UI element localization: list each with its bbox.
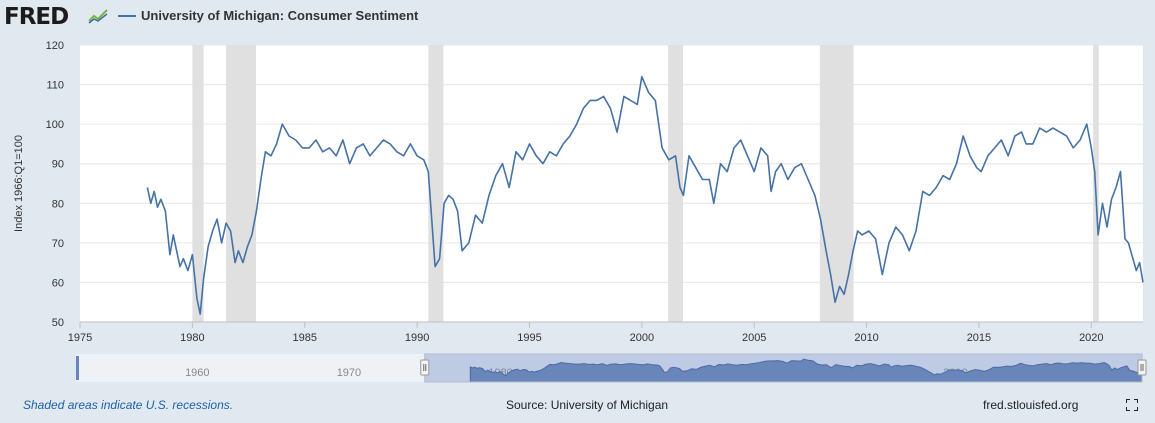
y-tick-label: 50 — [52, 317, 64, 329]
chart-footer: Shaded areas indicate U.S. recessions. S… — [0, 388, 1155, 423]
site-link[interactable]: fred.stlouisfed.org — [983, 398, 1079, 412]
navigator-label: 1960 — [185, 367, 209, 379]
x-tick-label: 2005 — [742, 332, 766, 344]
navigator-handle[interactable] — [1137, 359, 1147, 376]
y-tick-label: 110 — [46, 80, 64, 92]
x-tick-label: 1975 — [68, 332, 92, 344]
source-note: Source: University of Michigan — [506, 398, 669, 412]
recession-band — [428, 45, 444, 322]
recession-band — [192, 45, 204, 322]
x-tick-label: 2015 — [967, 332, 991, 344]
fred-chart-icon — [87, 6, 109, 24]
x-tick-label: 1995 — [517, 332, 541, 344]
y-tick-label: 60 — [52, 277, 64, 289]
recession-band — [668, 45, 683, 322]
y-tick-label: 100 — [46, 119, 64, 131]
range-navigator[interactable]: 1960197019801990200020102020 — [76, 353, 1147, 383]
chart-title[interactable]: University of Michigan: Consumer Sentime… — [141, 8, 419, 23]
x-tick-label: 2020 — [1079, 332, 1103, 344]
y-tick-label: 80 — [52, 198, 64, 210]
y-tick-label: 120 — [46, 40, 64, 52]
recession-band — [226, 45, 256, 322]
fred-logo[interactable]: FRED — [4, 4, 69, 30]
x-tick-label: 2000 — [630, 332, 654, 344]
plot-area: 50 60 70 80 90 100 110 120 1975 1980 1985 1990 1995 2… — [13, 40, 1144, 344]
navigator-label: 1970 — [337, 367, 361, 379]
x-tick-label: 1980 — [180, 332, 204, 344]
plot-background — [80, 45, 1143, 322]
y-tick-label: 90 — [52, 159, 64, 171]
y-tick-label: 70 — [52, 238, 64, 250]
x-tick-label: 1985 — [292, 332, 316, 344]
series-line[interactable] — [146, 75, 1144, 315]
recession-band — [819, 45, 854, 322]
navigator-series — [469, 358, 1143, 383]
navigator-handle[interactable] — [420, 359, 430, 376]
navigator-selection[interactable] — [424, 353, 1143, 383]
legend-series-swatch — [118, 15, 136, 17]
x-tick-label: 1990 — [405, 332, 429, 344]
recession-note: Shaded areas indicate U.S. recessions. — [23, 398, 234, 412]
x-tick-label: 2010 — [854, 332, 878, 344]
chart-header: FRED University of Michigan: Consumer Se… — [0, 0, 1155, 34]
fullscreen-icon[interactable] — [1126, 399, 1138, 411]
chart-area: 50 60 70 80 90 100 110 120 1975 1980 1985 1990 1995 2… — [13, 40, 1147, 383]
navigator-left-marker — [76, 356, 79, 380]
y-axis-label: Index 1966:Q1=100 — [13, 135, 25, 232]
